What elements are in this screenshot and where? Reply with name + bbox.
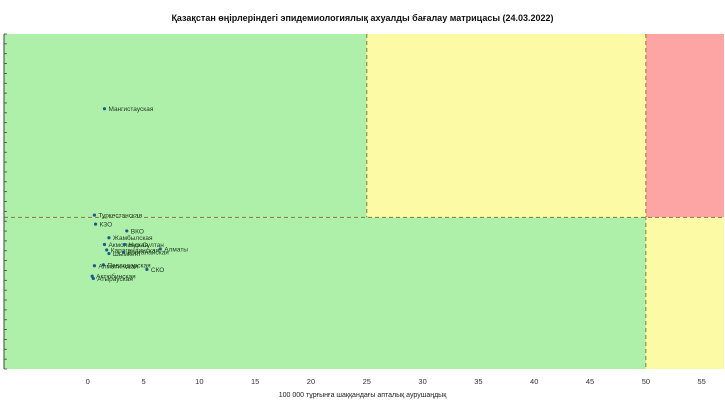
data-point (105, 248, 109, 252)
point-label: Актюбинская (96, 273, 136, 281)
point-label: Костанайская (127, 249, 169, 257)
zone-green-top-left (4, 34, 367, 218)
x-tick-label: 20 (307, 377, 315, 386)
x-tick-label: 25 (363, 377, 371, 386)
x-tick-label: 0 (86, 377, 90, 386)
point-label: Карагандинская (111, 247, 160, 254)
x-tick-label: 50 (642, 377, 650, 386)
data-point (158, 247, 162, 251)
data-point (102, 242, 107, 247)
x-tick-label: 15 (251, 377, 259, 386)
point-label: ВКО (131, 228, 144, 235)
point-label: Акмолинская (108, 242, 148, 249)
x-tick-label: 55 (698, 377, 706, 386)
data-point (102, 107, 107, 111)
zone-yellow-top (366, 34, 646, 218)
zone-yellow-bottom-right (645, 217, 724, 369)
x-tick-label: 10 (195, 377, 203, 386)
x-tick-label: 40 (530, 377, 538, 386)
point-label: СКО (151, 267, 164, 274)
point-label: Нур-Султан (129, 242, 165, 249)
point-label: Алматинская (98, 263, 138, 270)
data-point (125, 229, 129, 233)
zone-red (645, 34, 724, 218)
data-point (91, 276, 95, 281)
data-point (92, 264, 97, 268)
point-label: Шымкент (113, 251, 141, 258)
x-tick-label: 35 (474, 377, 482, 386)
data-point (93, 222, 98, 226)
x-tick-label: 45 (586, 377, 594, 386)
data-point (122, 242, 127, 247)
point-label: Жамбылская (113, 234, 153, 242)
data-point (145, 267, 149, 272)
x-tick-label: 30 (418, 377, 426, 386)
x-tick-label: 5 (141, 377, 145, 386)
data-point (107, 236, 111, 240)
data-point (107, 251, 111, 256)
point-label: Атырауская (97, 276, 133, 283)
point-label: Алматы (164, 247, 188, 254)
point-label: Туркестанская (98, 213, 142, 220)
data-point (92, 213, 97, 217)
point-label: Мангистауская (108, 106, 153, 113)
data-point (121, 250, 126, 254)
zone-green-bottom (4, 217, 646, 369)
data-point (101, 263, 105, 267)
point-label: Павлодарская (107, 262, 151, 269)
chart-title: Қазақстан өңірлеріндегі эпидемиологиялық… (171, 13, 554, 23)
x-axis-label: 100 000 тұрғынға шаққандағы апталық ауру… (278, 392, 447, 399)
point-label: КЗО (100, 222, 113, 229)
